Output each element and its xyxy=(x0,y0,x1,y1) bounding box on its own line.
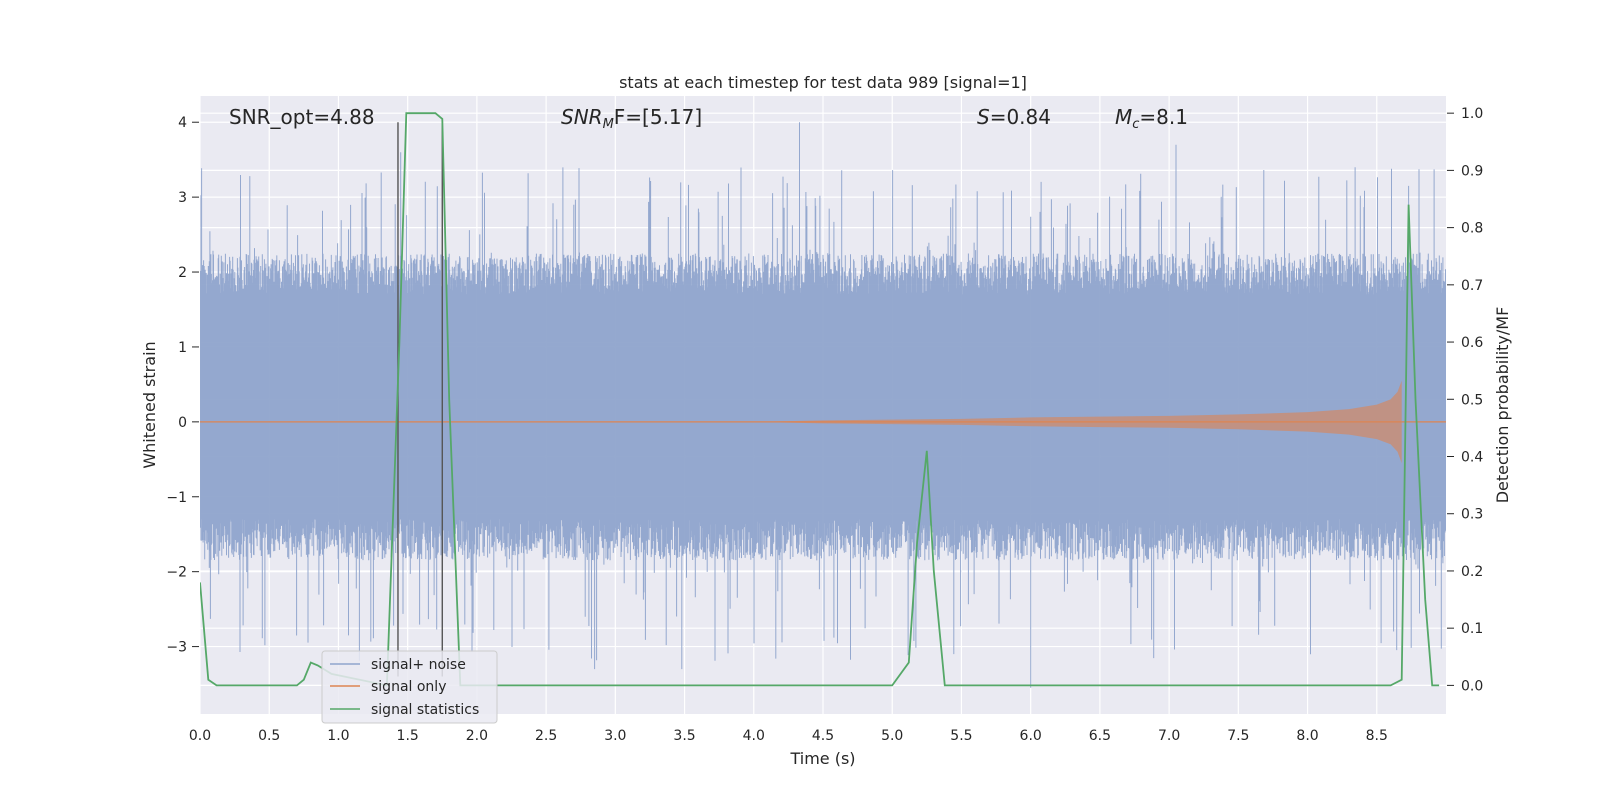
series-layer xyxy=(200,112,1446,688)
x-tick-label: 7.0 xyxy=(1158,728,1180,744)
x-tick-label: 2.0 xyxy=(466,728,488,744)
x-tick-label: 1.0 xyxy=(327,728,349,744)
legend: signal+ noise signal only signal statist… xyxy=(321,650,498,724)
y-right-tick-label: 0.7 xyxy=(1461,278,1483,294)
x-axis-label: Time (s) xyxy=(789,749,855,768)
annotation-snr-mf: SNRMF=[5.17] xyxy=(561,105,702,132)
legend-label-signal-noise: signal+ noise xyxy=(371,657,466,673)
x-tick-label: 0.0 xyxy=(189,728,211,744)
legend-label-signal-statistics: signal statistics xyxy=(371,702,479,718)
x-tick-label: 5.5 xyxy=(950,728,972,744)
y-tick-label: 4 xyxy=(178,115,187,131)
legend-label-signal-only: signal only xyxy=(371,679,446,695)
annotation-mc-base: M xyxy=(1115,105,1132,129)
y-right-tick-label: 0.0 xyxy=(1461,678,1483,694)
x-tick-label: 6.5 xyxy=(1089,728,1111,744)
x-tick-label: 4.5 xyxy=(812,728,834,744)
series-signal-statistics xyxy=(200,112,1440,687)
legend-box xyxy=(321,650,498,724)
y-right-tick-label: 0.1 xyxy=(1461,621,1483,637)
x-tick-label: 1.5 xyxy=(397,728,419,744)
x-tick-label: 3.0 xyxy=(604,728,626,744)
annotation-s-base: S xyxy=(977,105,990,129)
y-right-tick-labels: 1.0 0.9 0.8 0.7 0.6 0.5 0.4 0.3 0.2 0.1 0.0 xyxy=(1447,106,1483,694)
x-tick-label: 3.5 xyxy=(673,728,695,744)
annotation-mc-sub: c xyxy=(1132,117,1139,132)
x-tick-label: 2.5 xyxy=(535,728,557,744)
x-tick-label: 8.0 xyxy=(1296,728,1318,744)
x-tick-label: 0.5 xyxy=(258,728,280,744)
y-tick-label: 0 xyxy=(178,415,187,431)
annotation-mc: Mc=8.1 xyxy=(1115,105,1188,132)
y-tick-label: −1 xyxy=(166,490,187,506)
y-tick-label: 3 xyxy=(178,190,187,206)
x-tick-label: 5.0 xyxy=(881,728,903,744)
annotation-snr-mf-base: SNR xyxy=(561,105,603,129)
chart-title: stats at each timestep for test data 989… xyxy=(619,73,1027,92)
x-tick-label: 8.5 xyxy=(1366,728,1388,744)
x-tick-label: 7.5 xyxy=(1227,728,1249,744)
annotation-snr-mf-sub: M xyxy=(603,117,614,132)
y-right-tick-label: 1.0 xyxy=(1461,106,1483,122)
y-tick-label: −3 xyxy=(166,640,187,656)
annotation-snr-mf-rest: F=[5.17] xyxy=(614,105,702,129)
annotation-s-rest: =0.84 xyxy=(990,105,1051,129)
y-right-tick-label: 0.5 xyxy=(1461,392,1483,408)
annotation-snr-opt: SNR_opt=4.88 xyxy=(229,105,375,129)
y-tick-labels: 4 3 2 1 0 −1 −2 −3 xyxy=(166,115,199,656)
annotation-mc-rest: =8.1 xyxy=(1139,105,1188,129)
y-right-tick-label: 0.9 xyxy=(1461,163,1483,179)
x-tick-labels: 0.0 0.5 1.0 1.5 2.0 2.5 3.0 3.5 4.0 4.5 5.0 5.5 6.0 6… xyxy=(189,728,1388,744)
y-tick-label: −2 xyxy=(166,565,187,581)
y-right-axis-label: Detection probability/MF xyxy=(1493,307,1512,504)
y-right-tick-label: 0.6 xyxy=(1461,335,1483,351)
x-tick-label: 4.0 xyxy=(743,728,765,744)
annotation-s: S=0.84 xyxy=(977,105,1051,129)
y-right-tick-label: 0.2 xyxy=(1461,564,1483,580)
y-right-tick-label: 0.4 xyxy=(1461,450,1483,466)
y-right-tick-label: 0.8 xyxy=(1461,221,1483,237)
y-axis-label: Whitened strain xyxy=(140,341,159,468)
x-tick-label: 6.0 xyxy=(1020,728,1042,744)
y-tick-label: 1 xyxy=(178,340,187,356)
y-right-tick-label: 0.3 xyxy=(1461,507,1483,523)
series-signal-noise xyxy=(200,122,1446,688)
y-tick-label: 2 xyxy=(178,265,187,281)
